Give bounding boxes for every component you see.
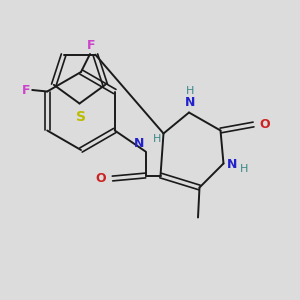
- Text: F: F: [87, 39, 96, 52]
- Text: S: S: [76, 110, 86, 124]
- Text: H: H: [186, 86, 195, 96]
- Text: N: N: [185, 97, 196, 110]
- Text: F: F: [22, 83, 31, 97]
- Text: H: H: [240, 164, 248, 174]
- Text: H: H: [153, 134, 161, 144]
- Text: N: N: [134, 137, 144, 150]
- Text: O: O: [259, 118, 269, 131]
- Text: N: N: [226, 158, 237, 172]
- Text: O: O: [95, 172, 106, 185]
